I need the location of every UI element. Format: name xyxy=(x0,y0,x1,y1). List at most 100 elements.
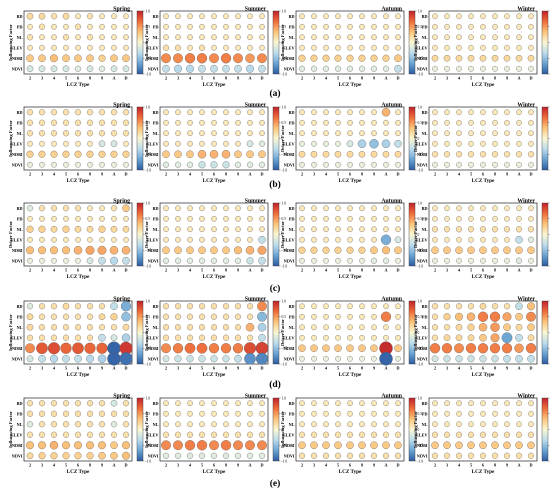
panel-title: Spring xyxy=(113,103,130,109)
x-tick-label: 3 xyxy=(446,76,448,81)
bubble-marker xyxy=(174,150,182,159)
bubble-marker xyxy=(395,226,401,233)
bubble-marker xyxy=(62,400,70,407)
bubble-marker xyxy=(38,400,46,407)
bubble-marker xyxy=(395,13,401,20)
bubble-marker xyxy=(347,257,353,264)
bubble-marker xyxy=(480,119,486,126)
bubble-marker xyxy=(371,23,377,30)
bubble-marker xyxy=(187,226,193,233)
bubble-marker xyxy=(51,34,57,41)
y-tick-label: ELEV xyxy=(147,237,158,242)
x-tick-label: 8 xyxy=(89,366,91,371)
bubble-marker xyxy=(86,13,94,20)
bubble-marker xyxy=(86,150,94,158)
bubble-marker xyxy=(371,334,377,341)
bubble-marker xyxy=(235,410,241,417)
bubble-marker xyxy=(50,205,58,212)
bubble-marker xyxy=(467,246,475,255)
bubble-marker xyxy=(527,302,535,311)
bubble-marker xyxy=(210,334,218,341)
x-tick-label: D xyxy=(529,463,532,468)
bubble-marker xyxy=(259,205,265,212)
x-tick-label: 8 xyxy=(494,268,496,273)
bubble-marker xyxy=(359,34,365,41)
colorbar-tick-label: -0.5 xyxy=(418,153,424,157)
bubble-marker xyxy=(110,225,118,233)
bubble-marker xyxy=(162,452,170,459)
bubble-marker xyxy=(504,109,510,116)
colorbar-tick-label: 1.0 xyxy=(282,299,287,303)
bubble-marker xyxy=(210,64,218,73)
bubble-marker xyxy=(39,44,45,51)
bubble-marker xyxy=(247,44,253,51)
x-tick-label: 6 xyxy=(482,366,484,371)
bubble-marker xyxy=(443,151,451,158)
bubble-marker xyxy=(432,257,438,264)
y-axis-label: Driver Factor xyxy=(144,221,149,248)
x-tick-label: 5 xyxy=(65,172,67,177)
bubble-marker xyxy=(198,303,206,310)
bubble-marker xyxy=(110,109,118,116)
bubble-marker xyxy=(444,205,450,212)
bubble-marker xyxy=(335,421,341,428)
bubble-marker xyxy=(323,140,329,147)
bubble-marker xyxy=(174,334,182,341)
y-axis-label: Influencing Factor xyxy=(8,120,13,157)
bubble-marker xyxy=(504,140,510,147)
bubble-marker xyxy=(334,344,342,353)
bubble-marker xyxy=(255,352,269,365)
bubble-marker xyxy=(187,215,193,222)
y-axis-label: Driver Factor xyxy=(8,221,13,248)
bubble-marker xyxy=(431,324,439,331)
x-axis-label: LCZ Type xyxy=(203,372,226,378)
x-tick-label: 6 xyxy=(77,268,79,273)
bubble-marker xyxy=(211,410,217,417)
bubble-marker xyxy=(395,34,401,41)
colorbar-tick-label: -1.0 xyxy=(418,168,424,172)
colorbar-tick-label: -1.0 xyxy=(282,168,288,172)
bubble-marker xyxy=(210,246,218,255)
bubble-marker xyxy=(234,354,242,363)
bubble-marker xyxy=(298,65,306,72)
bubble-marker xyxy=(503,323,511,332)
x-tick-label: 8 xyxy=(494,76,496,81)
colorbar-tick-label: 0.5 xyxy=(418,315,423,319)
x-tick-label: A xyxy=(517,76,520,81)
bubble-marker xyxy=(323,205,329,212)
x-tick-label: 9 xyxy=(373,366,375,371)
bubble-marker xyxy=(432,215,438,222)
bubble-marker xyxy=(456,421,462,428)
x-tick-label: 4 xyxy=(189,76,192,81)
bubble-marker xyxy=(258,150,266,159)
bubble-marker xyxy=(383,421,389,428)
y-tick-label: ELEV xyxy=(416,141,427,146)
bubble-marker xyxy=(334,54,342,62)
x-tick-label: D xyxy=(529,76,532,81)
bubble-marker xyxy=(516,421,522,428)
x-axis-label: LCZ Type xyxy=(472,82,495,88)
bubble-marker xyxy=(257,53,267,64)
bubble-marker xyxy=(26,334,34,341)
x-tick-label: 9 xyxy=(506,172,508,177)
bubble-marker xyxy=(516,215,522,222)
y-axis-label: Influencing Factor xyxy=(144,411,149,448)
bubble-marker xyxy=(311,421,317,428)
bubble-marker xyxy=(299,324,305,331)
colorbar-tick-label: 0.5 xyxy=(418,121,423,125)
bubble-marker xyxy=(99,23,105,30)
bubble-marker xyxy=(210,303,218,310)
colorbar-tick-label: 1.0 xyxy=(282,201,287,205)
y-axis-label: Influencing Factor xyxy=(8,411,13,448)
bubble-marker xyxy=(27,44,33,51)
x-tick-label: D xyxy=(260,172,263,177)
y-tick-label: NDVI xyxy=(284,162,295,167)
bubble-marker xyxy=(359,226,365,233)
bubble-marker xyxy=(467,334,475,342)
bubble-marker xyxy=(527,431,535,438)
bubble-marker xyxy=(50,324,58,331)
x-tick-label: 5 xyxy=(65,366,67,371)
bubble-marker xyxy=(455,151,463,158)
x-tick-label: A xyxy=(517,463,520,468)
bubble-marker xyxy=(187,140,193,147)
